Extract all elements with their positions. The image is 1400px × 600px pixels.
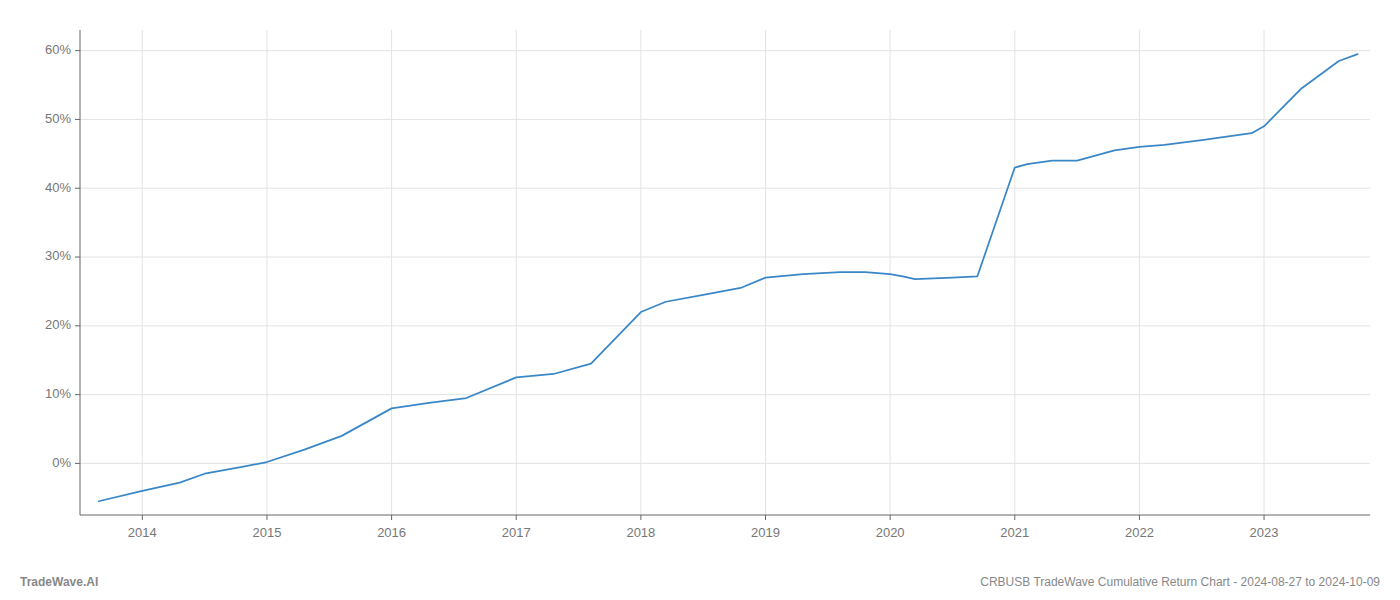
y-tick-label: 30% bbox=[45, 248, 71, 263]
grid bbox=[80, 30, 1370, 515]
x-tick-label: 2017 bbox=[502, 525, 531, 540]
grid-line-x bbox=[391, 30, 392, 515]
plot-area bbox=[99, 54, 1358, 501]
grid-line-y bbox=[80, 119, 1370, 120]
x-tick bbox=[516, 515, 517, 520]
grid-line-y bbox=[80, 50, 1370, 51]
x-tick-label: 2019 bbox=[751, 525, 780, 540]
grid-line-y bbox=[80, 325, 1370, 326]
x-tick-label: 2016 bbox=[377, 525, 406, 540]
grid-line-x bbox=[266, 30, 267, 515]
grid-line-x bbox=[516, 30, 517, 515]
grid-line-x bbox=[765, 30, 766, 515]
y-tick bbox=[75, 50, 80, 51]
x-tick bbox=[1139, 515, 1140, 520]
x-tick bbox=[391, 515, 392, 520]
x-tick-label: 2021 bbox=[1000, 525, 1029, 540]
x-tick bbox=[890, 515, 891, 520]
grid-line-y bbox=[80, 188, 1370, 189]
y-tick bbox=[75, 119, 80, 120]
y-tick-label: 0% bbox=[52, 455, 71, 470]
y-tick bbox=[75, 188, 80, 189]
footer-left: TradeWave.AI bbox=[20, 575, 98, 589]
y-tick-label: 20% bbox=[45, 317, 71, 332]
grid-line-y bbox=[80, 394, 1370, 395]
y-tick bbox=[75, 463, 80, 464]
grid-line-x bbox=[142, 30, 143, 515]
data-line bbox=[99, 54, 1358, 501]
x-tick bbox=[1014, 515, 1015, 520]
labels: 0% 10% 20% 30% 40% 50% 60% 2014 2015 2016 2017 2018… bbox=[20, 42, 1380, 589]
x-tick-label: 2014 bbox=[128, 525, 157, 540]
grid-line-x bbox=[640, 30, 641, 515]
grid-line-x bbox=[1264, 30, 1265, 515]
x-tick-label: 2015 bbox=[252, 525, 281, 540]
x-tick bbox=[765, 515, 766, 520]
grid-line-x bbox=[1014, 30, 1015, 515]
footer-right: CRBUSB TradeWave Cumulative Return Chart… bbox=[980, 575, 1380, 589]
y-tick-label: 10% bbox=[45, 386, 71, 401]
y-tick bbox=[75, 394, 80, 395]
grid-line-x bbox=[890, 30, 891, 515]
axes bbox=[75, 30, 1370, 520]
page: {"chart_data": { "type": "line", "x": [2… bbox=[0, 0, 1400, 600]
x-tick-label: 2020 bbox=[876, 525, 905, 540]
y-tick bbox=[75, 325, 80, 326]
y-tick bbox=[75, 257, 80, 258]
grid-line-y bbox=[80, 257, 1370, 258]
grid-line-x bbox=[1139, 30, 1140, 515]
x-tick-label: 2022 bbox=[1125, 525, 1154, 540]
y-tick-label: 40% bbox=[45, 180, 71, 195]
y-tick-label: 60% bbox=[45, 42, 71, 57]
y-axis-line bbox=[80, 30, 81, 515]
x-tick bbox=[640, 515, 641, 520]
grid-line-y bbox=[80, 463, 1370, 464]
background bbox=[0, 0, 1400, 600]
x-tick bbox=[1264, 515, 1265, 520]
y-tick-label: 50% bbox=[45, 111, 71, 126]
x-tick-label: 2023 bbox=[1250, 525, 1279, 540]
chart: 0% 10% 20% 30% 40% 50% 60% 2014 2015 2016 2017 2018… bbox=[0, 0, 1400, 600]
x-tick bbox=[266, 515, 267, 520]
x-tick bbox=[142, 515, 143, 520]
x-tick-label: 2018 bbox=[626, 525, 655, 540]
x-axis-line bbox=[80, 515, 1370, 516]
